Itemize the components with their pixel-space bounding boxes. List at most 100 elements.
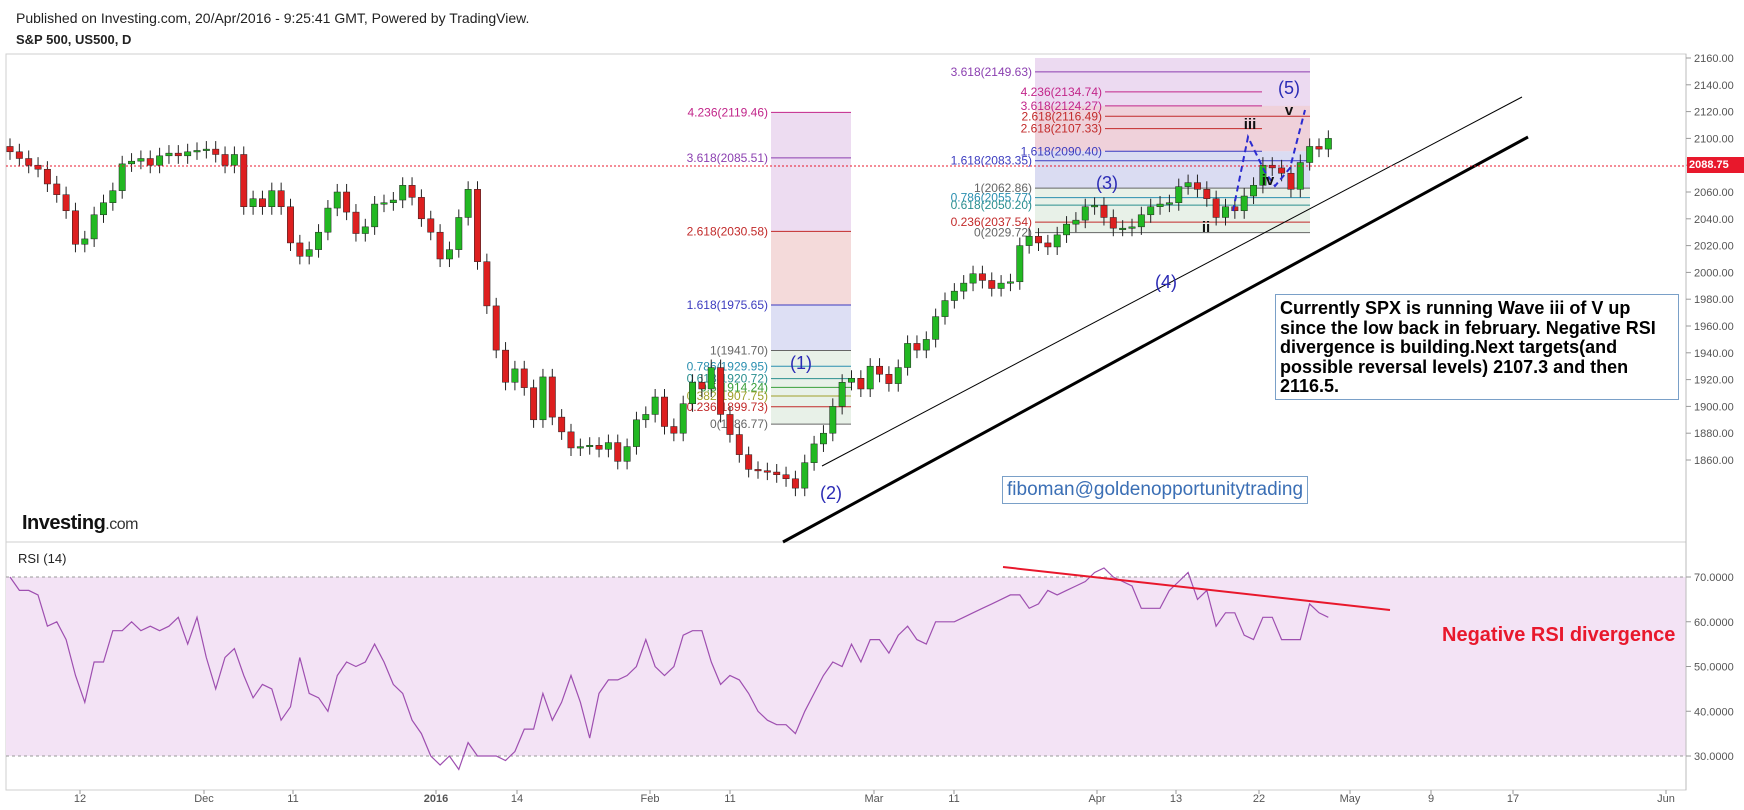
candle-body xyxy=(1119,227,1127,230)
candle-body xyxy=(502,349,510,383)
candle-body xyxy=(586,445,594,448)
candle-body xyxy=(399,185,407,201)
x-tick-label: 11 xyxy=(287,793,298,805)
candle-body xyxy=(1278,167,1286,174)
rsi-label: RSI (14) xyxy=(18,551,67,566)
candle-body xyxy=(904,343,912,368)
candle-body xyxy=(492,305,500,351)
divergence-note: Negative RSI divergence xyxy=(1442,624,1676,646)
candle-body xyxy=(53,183,61,195)
x-tick-label: Apr xyxy=(1088,793,1105,805)
candle-body xyxy=(520,368,528,388)
y-tick-label: 1980.00 xyxy=(1694,294,1734,306)
x-tick-label: May xyxy=(1340,793,1361,805)
rsi-band xyxy=(6,577,1686,756)
fib-level-label: 0.618(1920.72) xyxy=(687,372,768,386)
logo-brand: Investing xyxy=(22,512,106,534)
candle-body xyxy=(707,367,715,390)
candle-body xyxy=(754,469,762,472)
candle-body xyxy=(848,378,855,383)
candle-body xyxy=(791,478,799,489)
candle-body xyxy=(960,282,968,292)
y-tick-label: 2060.00 xyxy=(1694,187,1734,199)
candle-body xyxy=(530,387,538,421)
candle-body xyxy=(43,168,51,185)
fib-level-label: 0.618(2050.20) xyxy=(951,198,1032,212)
candle-body xyxy=(1100,205,1108,218)
candle-body xyxy=(1287,172,1295,190)
candle-body xyxy=(287,206,294,244)
candle-body xyxy=(1268,164,1276,169)
candle-body xyxy=(1063,223,1070,236)
fib-level-label: 4.236(2134.74) xyxy=(1021,85,1102,99)
candle-body xyxy=(838,382,846,407)
candle-body xyxy=(146,158,154,166)
x-tick-label: Mar xyxy=(865,793,884,805)
candle-body xyxy=(950,290,958,301)
candle-body xyxy=(567,431,575,449)
candle-body xyxy=(296,242,304,257)
candle-body xyxy=(623,446,631,462)
wave-label: (2) xyxy=(820,483,842,503)
candle-body xyxy=(464,189,472,218)
last-price-tag: 2088.75 xyxy=(1687,157,1744,173)
candle-body xyxy=(679,403,687,434)
candle-body xyxy=(212,148,220,155)
candle-body xyxy=(34,164,42,170)
candle-body xyxy=(539,376,547,421)
published-header: Published on Investing.com, 20/Apr/2016 … xyxy=(16,10,530,26)
fib-level-label: 0.786(1929.95) xyxy=(687,359,768,373)
candle-body xyxy=(1165,202,1173,205)
symbol-title: S&P 500, US500, D xyxy=(16,32,132,47)
candle-body xyxy=(268,190,276,207)
candle-body xyxy=(801,462,809,489)
candle-body xyxy=(193,150,201,153)
logo-suffix: .com xyxy=(105,516,138,533)
y-tick-label: 1860.00 xyxy=(1694,455,1734,467)
projected-path xyxy=(1232,109,1306,212)
candle-body xyxy=(1212,198,1220,218)
candle-body xyxy=(6,146,14,153)
candle-body xyxy=(1222,206,1229,218)
rsi-line xyxy=(9,567,1329,771)
analysis-comment: Currently SPX is running Wave iii of V u… xyxy=(1275,294,1679,400)
candle-body xyxy=(642,414,650,421)
candle-body xyxy=(1016,245,1024,283)
candle-body xyxy=(277,190,285,207)
wave-label: (3) xyxy=(1096,173,1118,193)
x-tick-label: 12 xyxy=(74,793,86,805)
fib-layer: 4.236(2119.46) 3.618(2085.51) 2.618(2030.5… xyxy=(687,58,1310,431)
candle-body xyxy=(1194,182,1201,190)
fib-level-label: 0.236(1899.73) xyxy=(687,400,768,414)
x-tick-label: 11 xyxy=(724,793,735,805)
candle-body xyxy=(1137,214,1145,228)
candle-body xyxy=(913,343,921,351)
candle-body xyxy=(408,185,416,198)
trendlines xyxy=(6,96,1686,544)
y-tick-label: 1900.00 xyxy=(1694,401,1734,413)
candle-body xyxy=(1007,281,1014,284)
candle-body xyxy=(128,160,136,165)
candle-body xyxy=(969,273,977,284)
wave-label: v xyxy=(1285,102,1294,119)
candle-body xyxy=(165,152,173,157)
candle-body xyxy=(202,148,210,151)
x-tick-label: 17 xyxy=(1507,793,1519,805)
rsi-tick-label: 40.0000 xyxy=(1694,706,1734,718)
wave-label: (5) xyxy=(1278,78,1300,98)
candle-body xyxy=(1109,217,1117,229)
candle-body xyxy=(1156,203,1164,207)
wave-label: iii xyxy=(1244,116,1257,133)
x-tick-label: 13 xyxy=(1170,793,1182,805)
candle-body xyxy=(857,378,865,390)
fib-level-label: 4.236(2119.46) xyxy=(687,105,768,119)
candle-body xyxy=(333,191,341,209)
fib-level-label: 1(1941.70) xyxy=(710,344,768,358)
candle-body xyxy=(305,249,313,257)
y-tick-label: 2100.00 xyxy=(1694,133,1734,145)
candle-body xyxy=(773,471,781,475)
fib-level-label: 0.5(1914.24) xyxy=(700,380,768,394)
wave-label: (1) xyxy=(790,353,812,373)
candle-body xyxy=(249,198,257,207)
